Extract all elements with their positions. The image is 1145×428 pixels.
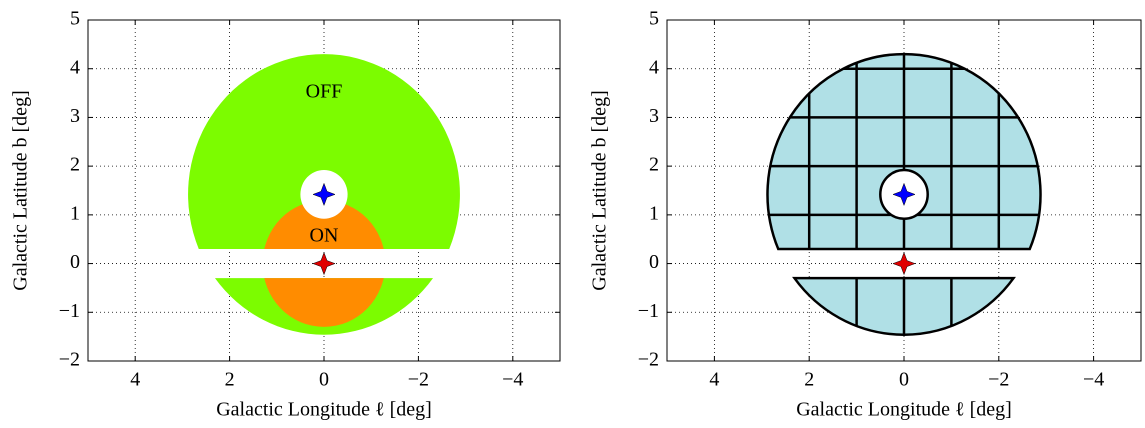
- y-tick-label: 3: [70, 105, 80, 127]
- star-marker: [892, 251, 916, 276]
- y-tick-label: 0: [649, 251, 659, 273]
- y-tick-label: −2: [59, 349, 80, 371]
- star-marker: [312, 182, 336, 207]
- y-tick-label: 4: [70, 56, 80, 78]
- x-tick-label: 0: [899, 369, 909, 391]
- y-tick-label: 5: [70, 8, 80, 30]
- region-outline: [792, 276, 1016, 336]
- x-tick-label: 4: [130, 369, 140, 391]
- star-marker: [312, 251, 336, 276]
- x-tick-label: −4: [502, 369, 523, 391]
- annotation: OFF: [306, 81, 343, 103]
- y-tick-label: −1: [638, 300, 659, 322]
- region-outline: [766, 52, 1042, 251]
- x-tick-label: −4: [1083, 369, 1104, 391]
- y-axis-label: Galactic Latitude b [deg]: [10, 90, 32, 290]
- y-tick-label: 2: [70, 154, 80, 176]
- region-upper: [188, 54, 460, 249]
- y-tick-label: 0: [70, 251, 80, 273]
- annotation: ON: [310, 224, 339, 246]
- x-axis-label: Galactic Longitude ℓ [deg]: [216, 399, 432, 421]
- x-tick-label: 2: [804, 369, 814, 391]
- y-tick-label: −1: [59, 300, 80, 322]
- x-tick-label: −2: [988, 369, 1009, 391]
- y-tick-label: 3: [649, 105, 659, 127]
- star-marker: [892, 182, 916, 207]
- tiles-lower: [855, 278, 953, 335]
- y-axis-label: Galactic Latitude b [deg]: [589, 90, 611, 290]
- x-tick-label: 4: [709, 369, 719, 391]
- x-tick-label: 2: [225, 369, 235, 391]
- y-tick-label: −2: [638, 349, 659, 371]
- y-tick-label: 1: [649, 202, 659, 224]
- y-tick-label: 5: [649, 8, 659, 30]
- y-tick-label: 1: [70, 202, 80, 224]
- x-axis-label: Galactic Longitude ℓ [deg]: [796, 399, 1012, 421]
- x-tick-label: −2: [408, 369, 429, 391]
- y-tick-label: 4: [649, 56, 659, 78]
- y-tick-label: 2: [649, 154, 659, 176]
- x-tick-label: 0: [319, 369, 329, 391]
